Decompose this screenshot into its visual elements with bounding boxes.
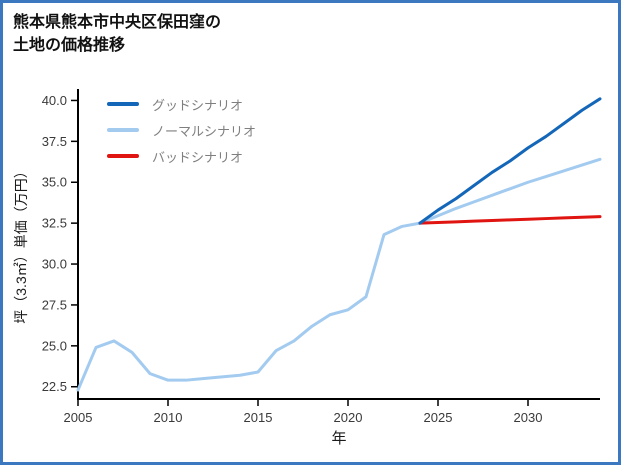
x-tick-label: 2005	[64, 410, 93, 425]
plot-svg: 22.5 25.0 27.5 30.0 32.5 35.0 37.5 40.0 2005 2010…	[42, 89, 602, 425]
legend: グッドシナリオ ノーマルシナリオ バッドシナリオ	[107, 91, 256, 169]
y-tick-label: 22.5	[42, 379, 67, 394]
y-tick-label: 25.0	[42, 338, 67, 353]
series-bad	[418, 215, 602, 225]
x-tick-label: 2020	[334, 410, 363, 425]
legend-label-normal: ノーマルシナリオ	[152, 123, 257, 139]
x-tick-label: 2030	[514, 410, 543, 425]
y-axis-label: 坪（3.3㎡）単価（万円）	[13, 164, 29, 324]
chart-title-line1: 熊本県熊本市中央区保田窪の	[13, 14, 222, 31]
y-tick-label: 32.5	[42, 216, 67, 231]
legend-item-bad: バッドシナリオ	[107, 143, 256, 169]
legend-label-good: グッドシナリオ	[152, 97, 244, 113]
legend-label-bad: バッドシナリオ	[152, 149, 244, 165]
legend-line-normal-icon	[107, 128, 139, 132]
x-tick-label: 2015	[244, 410, 273, 425]
legend-line-bad-icon	[107, 154, 139, 158]
x-tick-label: 2010	[154, 410, 183, 425]
legend-line-good-icon	[107, 102, 139, 106]
legend-item-normal: ノーマルシナリオ	[107, 117, 256, 143]
chart-title-line2: 土地の価格推移	[13, 37, 126, 55]
series-history	[76, 221, 422, 392]
series-good	[418, 97, 602, 225]
legend-item-good: グッドシナリオ	[107, 91, 256, 117]
y-tick-label: 37.5	[42, 134, 67, 149]
y-tick-label: 40.0	[42, 93, 67, 108]
series-normal	[418, 157, 602, 225]
x-tick-label: 2025	[424, 410, 453, 425]
chart-title: 熊本県熊本市中央区保田窪の 土地の価格推移	[13, 11, 221, 57]
y-tick-label: 27.5	[42, 297, 67, 312]
y-tick-label: 35.0	[42, 175, 67, 190]
x-axis-label: 年	[331, 430, 347, 447]
y-tick-label: 30.0	[42, 257, 67, 272]
